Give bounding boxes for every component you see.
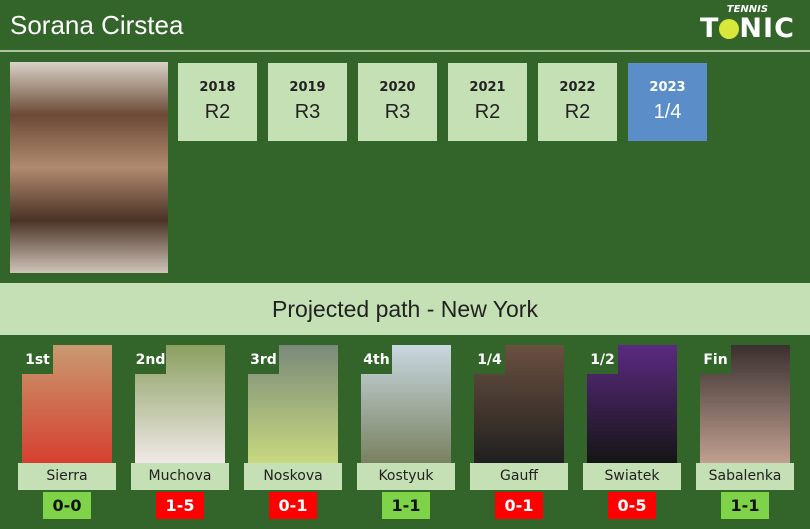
round-result: R2 — [474, 101, 501, 123]
h2h-score: 0-1 — [269, 492, 317, 519]
year-label: 2023 — [649, 80, 686, 95]
logo-text-a: T — [700, 13, 720, 44]
player-photo — [10, 62, 168, 273]
logo-top-text: TENNIS — [726, 4, 769, 15]
h2h-score: 0-1 — [495, 492, 543, 519]
round-label: 1st — [22, 345, 53, 374]
year-label: 2019 — [289, 80, 326, 95]
year-result-2022: 2022 R2 — [538, 63, 617, 141]
round-result: R2 — [564, 101, 591, 123]
round-result: 1/4 — [653, 101, 682, 123]
opponent-card[interactable]: 4th Kostyuk 1-1 — [357, 345, 472, 525]
year-label: 2020 — [379, 80, 416, 95]
year-result-2019: 2019 R3 — [268, 63, 347, 141]
h2h-score: 0-5 — [608, 492, 656, 519]
opponent-card[interactable]: 1/4 Gauff 0-1 — [470, 345, 585, 525]
year-result-2021: 2021 R2 — [448, 63, 527, 141]
h2h-score: 1-1 — [721, 492, 769, 519]
logo-text-b: NIC — [739, 13, 795, 44]
round-label: Fin — [700, 345, 731, 374]
opponent-name: Sabalenka — [696, 463, 794, 490]
h2h-score: 0-0 — [43, 492, 91, 519]
opponent-name: Swiatek — [583, 463, 681, 490]
tennis-tonic-logo[interactable]: TENNIS T NIC — [700, 4, 795, 43]
opponent-card[interactable]: Fin Sabalenka 1-1 — [696, 345, 810, 525]
year-label: 2021 — [469, 80, 506, 95]
round-label: 1/4 — [474, 345, 505, 374]
round-result: R2 — [204, 101, 231, 123]
round-label: 4th — [361, 345, 392, 374]
opponent-card[interactable]: 1/2 Swiatek 0-5 — [583, 345, 698, 525]
round-label: 2nd — [135, 345, 166, 374]
opponent-name: Muchova — [131, 463, 229, 490]
h2h-score: 1-1 — [382, 492, 430, 519]
opponent-card[interactable]: 2nd Muchova 1-5 — [131, 345, 246, 525]
opponent-card[interactable]: 1st Sierra 0-0 — [18, 345, 133, 525]
tennis-ball-icon — [719, 19, 740, 39]
year-result-2018: 2018 R2 — [178, 63, 257, 141]
round-result: R3 — [384, 101, 411, 123]
round-label: 1/2 — [587, 345, 618, 374]
opponent-name: Noskova — [244, 463, 342, 490]
year-label: 2022 — [559, 80, 596, 95]
projected-path-banner: Projected path - New York — [0, 283, 810, 335]
opponent-name: Sierra — [18, 463, 116, 490]
h2h-score: 1-5 — [156, 492, 204, 519]
divider — [0, 50, 810, 52]
round-result: R3 — [294, 101, 321, 123]
opponent-name: Kostyuk — [357, 463, 455, 490]
opponent-card[interactable]: 3rd Noskova 0-1 — [244, 345, 359, 525]
year-result-2020: 2020 R3 — [358, 63, 437, 141]
round-label: 3rd — [248, 345, 279, 374]
opponent-name: Gauff — [470, 463, 568, 490]
year-result-2023: 2023 1/4 — [628, 63, 707, 141]
player-name: Sorana Cirstea — [10, 10, 184, 40]
year-label: 2018 — [199, 80, 236, 95]
